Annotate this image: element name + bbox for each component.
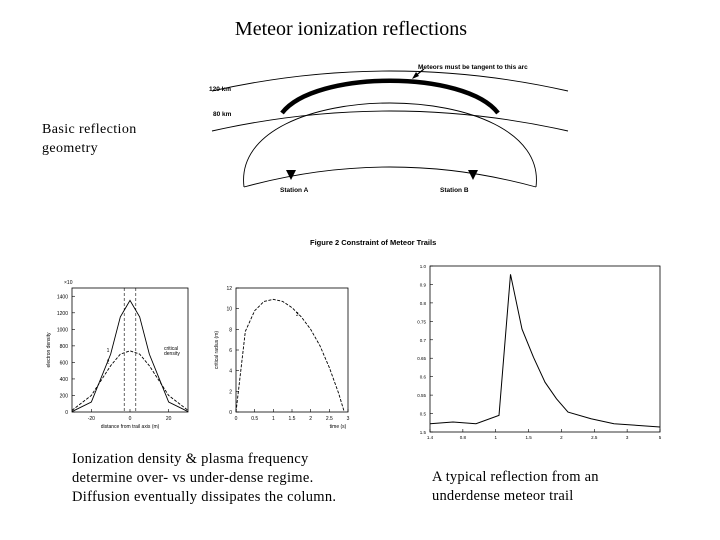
- x-axis-label: distance from trail axis (m): [101, 424, 160, 430]
- station-b-label: Station B: [440, 187, 469, 194]
- y-tick-label: 0.7: [420, 338, 427, 343]
- x-tick-label: 1.4: [427, 435, 434, 440]
- upper-altitude-line: [211, 70, 569, 92]
- x-tick-label: 2.5: [326, 416, 333, 422]
- y-tick-label: 1400: [57, 294, 68, 300]
- y-tick-label: 0.8: [420, 301, 427, 306]
- label-80km: 80 km: [213, 111, 232, 118]
- x-tick-label: 1.5: [525, 435, 532, 440]
- label-120km: 120 km: [209, 86, 231, 93]
- x-tick-label: 2.5: [591, 435, 598, 440]
- series-label: 1: [107, 348, 110, 354]
- y-tick-label: 4: [229, 369, 232, 375]
- y-exponent-label: ×10: [64, 280, 73, 286]
- y-tick-label: 1000: [57, 327, 68, 333]
- x-axis-label: time (s): [330, 424, 347, 430]
- x-tick-label: 1.5: [289, 416, 296, 422]
- y-tick-label: 800: [60, 344, 69, 350]
- x-tick-label: 20: [166, 416, 172, 422]
- y-tick-label: 600: [60, 360, 69, 366]
- plot-frame: [429, 265, 661, 433]
- reflection-trace-line: [429, 274, 661, 428]
- x-tick-label: 3: [347, 416, 350, 422]
- y-tick-label: 0.6: [420, 375, 427, 380]
- geometry-caption: Basic reflection geometry: [42, 120, 137, 158]
- station-b-marker-icon: [468, 170, 478, 180]
- x-tick-label: 0: [235, 416, 238, 422]
- density-caption-line: Ionization density & plasma frequency: [72, 451, 309, 467]
- figure-caption: Figure 2 Constraint of Meteor Trails: [310, 238, 436, 247]
- reflection-arc: [243, 102, 537, 188]
- x-tick-label: 0.5: [251, 416, 258, 422]
- y-axis-label: critical radius (m): [214, 331, 220, 369]
- reflection-caption-line: underdense meteor trail: [432, 488, 574, 504]
- reflection-caption-line: A typical reflection from an: [432, 469, 599, 485]
- x-tick-label: 2: [309, 416, 312, 422]
- y-tick-label: 400: [60, 377, 69, 383]
- x-tick-label: 1: [272, 416, 275, 422]
- arrowhead-icon: [412, 72, 419, 79]
- station-a-label: Station A: [280, 187, 309, 194]
- annotation-line: critical: [164, 346, 178, 352]
- series-line-1: [71, 299, 189, 412]
- x-tick-label: 2: [560, 435, 563, 440]
- station-a-marker-icon: [286, 170, 296, 180]
- y-tick-label: 12: [226, 286, 232, 292]
- y-tick-label: 0.75: [417, 319, 426, 324]
- annotation-line: density: [164, 351, 180, 357]
- reflection-caption: A typical reflection from an underdense …: [432, 468, 599, 506]
- y-tick-label: 0: [229, 410, 232, 416]
- density-caption-line: Diffusion eventually dissipates the colu…: [72, 489, 337, 505]
- y-tick-label: 1.0: [420, 264, 427, 269]
- series-label: 2: [107, 360, 110, 366]
- arc-label: Meteors must be tangent to this arc: [418, 64, 528, 71]
- density-caption: Ionization density & plasma frequency de…: [72, 450, 336, 507]
- x-tick-label: 0: [129, 416, 132, 422]
- y-tick-label: 0.5: [420, 412, 427, 417]
- y-tick-label: 0.65: [417, 356, 426, 361]
- series-line-2: [71, 350, 189, 411]
- x-tick-label: -20: [88, 416, 95, 422]
- slide-title: Meteor ionization reflections: [234, 18, 468, 40]
- reflection-trace-chart: 1.00.90.80.750.70.650.60.550.51.51.4 0.8 1…: [417, 264, 662, 440]
- tangent-arc: [280, 78, 500, 115]
- y-tick-label: 6: [229, 348, 232, 354]
- y-tick-label: 0: [65, 410, 68, 416]
- geometry-caption-line: Basic reflection: [42, 122, 137, 137]
- y-tick-label: 10: [226, 307, 232, 313]
- y-tick-label: 1200: [57, 311, 68, 317]
- x-tick-label: 3: [626, 435, 629, 440]
- y-tick-label: 1.5: [420, 430, 427, 435]
- geometry-caption-line: geometry: [42, 141, 99, 156]
- earth-surface-line: [243, 166, 537, 188]
- density-caption-line: determine over- vs under-dense regime.: [72, 470, 314, 486]
- lower-altitude-line: [211, 110, 569, 132]
- geometry-diagram: 120 km 80 km Meteors must be tangent to …: [209, 64, 569, 247]
- y-tick-label: 0.55: [417, 393, 426, 398]
- x-tick-label: 1: [494, 435, 497, 440]
- x-tick-label: 5: [659, 435, 662, 440]
- series-line-3: [235, 298, 345, 413]
- series-label: 3: [296, 312, 299, 318]
- y-tick-label: 0.9: [420, 282, 427, 287]
- y-tick-label: 2: [229, 389, 232, 395]
- y-tick-label: 8: [229, 327, 232, 333]
- y-axis-label: electron density: [46, 332, 52, 368]
- y-tick-label: 200: [60, 393, 69, 399]
- electron-density-chart: ×10 1400 1200 1000 800 600 400 200 0 -20 0 20 distan…: [46, 280, 189, 430]
- x-tick-label: 0.8: [460, 435, 467, 440]
- plot-frame: [235, 287, 349, 413]
